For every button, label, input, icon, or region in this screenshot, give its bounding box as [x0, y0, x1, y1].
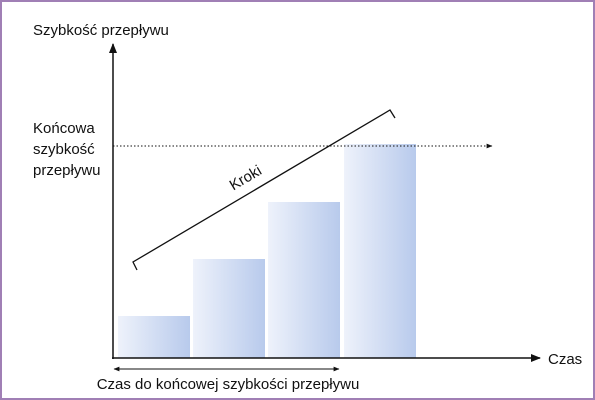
- bars: [118, 144, 416, 358]
- step-bar: [118, 316, 190, 358]
- step-bar: [193, 259, 265, 358]
- final-flow-label: Końcowa: [33, 120, 95, 137]
- step-bar: [344, 144, 416, 358]
- step-bar: [268, 202, 340, 358]
- steps-bracket: [132, 109, 396, 271]
- final-flow-label: szybkość: [33, 141, 95, 158]
- final-flow-label: przepływu: [33, 162, 101, 179]
- x-axis-label: Czas: [548, 351, 582, 368]
- time-to-final-label: Czas do końcowej szybkości przepływu: [97, 376, 360, 393]
- y-axis-label: Szybkość przepływu: [33, 22, 169, 39]
